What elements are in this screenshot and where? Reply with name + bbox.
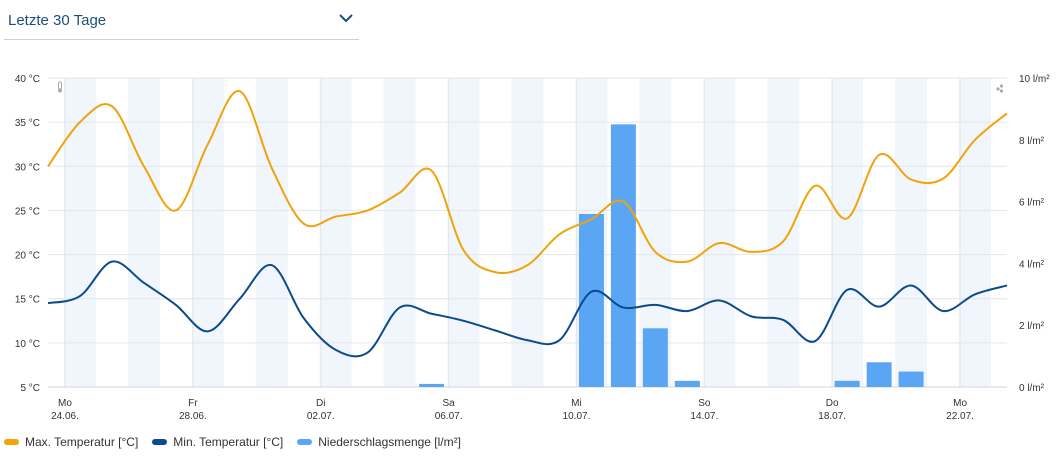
y-left-tick-label: 10 °C <box>15 339 40 350</box>
precipitation-bar <box>898 371 924 387</box>
y-left-tick-label: 30 °C <box>15 162 40 173</box>
x-tick-date: 28.06. <box>179 411 207 422</box>
x-tick-date: 06.07. <box>435 411 463 422</box>
weather-chart: 5 °C 10 °C 15 °C 20 °C 25 °C 30 °C 35 °C 40 °C 0… <box>15 74 1050 422</box>
y-left-tick-label: 25 °C <box>15 206 40 217</box>
period-select-label: Letzte 30 Tage <box>8 12 107 29</box>
x-tick-date: 02.07. <box>307 411 335 422</box>
x-tick-weekday: Fr <box>188 398 198 409</box>
y-left-tick-label: 15 °C <box>15 295 40 306</box>
legend-swatch-min-temp <box>152 439 168 445</box>
day-stripe <box>767 78 800 387</box>
x-tick-weekday: Do <box>826 398 839 409</box>
precipitation-bar <box>642 328 668 387</box>
day-stripe <box>959 78 992 387</box>
y-right-tick-label: 8 l/m² <box>1019 136 1045 147</box>
legend-label: Niederschlagsmenge [l/m²] <box>318 435 461 449</box>
legend-item-max-temp[interactable]: Max. Temperatur [°C] <box>4 435 138 449</box>
max-temperature-line <box>47 90 1008 275</box>
legend-label: Max. Temperatur [°C] <box>25 435 139 449</box>
precipitation-bar <box>674 380 700 387</box>
precipitation-bar <box>610 124 636 387</box>
x-tick-weekday: Di <box>316 398 325 409</box>
precipitation-bar <box>419 383 445 387</box>
x-tick-weekday: So <box>698 398 711 409</box>
precipitation-bar <box>834 380 860 387</box>
y-left-tick-label: 35 °C <box>15 118 40 129</box>
y-right-tick-label: 4 l/m² <box>1019 259 1045 270</box>
day-stripe <box>895 78 928 387</box>
period-select[interactable]: Letzte 30 Tage <box>4 0 359 40</box>
x-tick-weekday: Mo <box>953 398 967 409</box>
day-stripe <box>255 78 288 387</box>
legend-swatch-max-temp <box>4 439 19 445</box>
legend-swatch-precipitation <box>297 439 313 445</box>
legend-label: Min. Temperatur [°C] <box>173 435 284 449</box>
x-tick-date: 14.07. <box>690 411 718 422</box>
x-tick-weekday: Mi <box>571 398 582 409</box>
y-right-tick-label: 6 l/m² <box>1019 198 1045 209</box>
x-tick-date: 24.06. <box>51 411 79 422</box>
y-right-tick-label: 0 l/m² <box>1019 383 1045 394</box>
day-stripe <box>383 78 416 387</box>
y-right-tick-label: 2 l/m² <box>1019 321 1045 332</box>
y-right-tick-label: 10 l/m² <box>1019 74 1050 85</box>
y-left-tick-label: 5 °C <box>20 383 40 394</box>
x-tick-date: 18.07. <box>818 411 846 422</box>
x-tick-date: 22.07. <box>946 411 974 422</box>
y-left-tick-label: 40 °C <box>15 74 40 85</box>
chevron-down-icon[interactable] <box>339 13 353 23</box>
legend-item-precipitation[interactable]: Niederschlagsmenge [l/m²] <box>297 435 461 449</box>
day-stripe <box>831 78 864 387</box>
x-tick-weekday: Mo <box>58 398 72 409</box>
precipitation-bar <box>866 362 892 387</box>
day-stripe <box>63 78 96 387</box>
y-left-tick-label: 20 °C <box>15 251 40 262</box>
x-tick-date: 10.07. <box>563 411 591 422</box>
chart-legend: Max. Temperatur [°C] Min. Temperatur [°C… <box>4 433 475 451</box>
day-stripe <box>511 78 544 387</box>
day-stripe <box>127 78 160 387</box>
day-stripe <box>447 78 480 387</box>
day-stripe <box>319 78 352 387</box>
legend-item-min-temp[interactable]: Min. Temperatur [°C] <box>152 435 283 449</box>
x-tick-weekday: Sa <box>442 398 455 409</box>
raindrops-icon <box>996 84 1004 93</box>
thermometer-icon <box>58 81 62 93</box>
day-stripe <box>703 78 736 387</box>
day-stripe <box>191 78 224 387</box>
